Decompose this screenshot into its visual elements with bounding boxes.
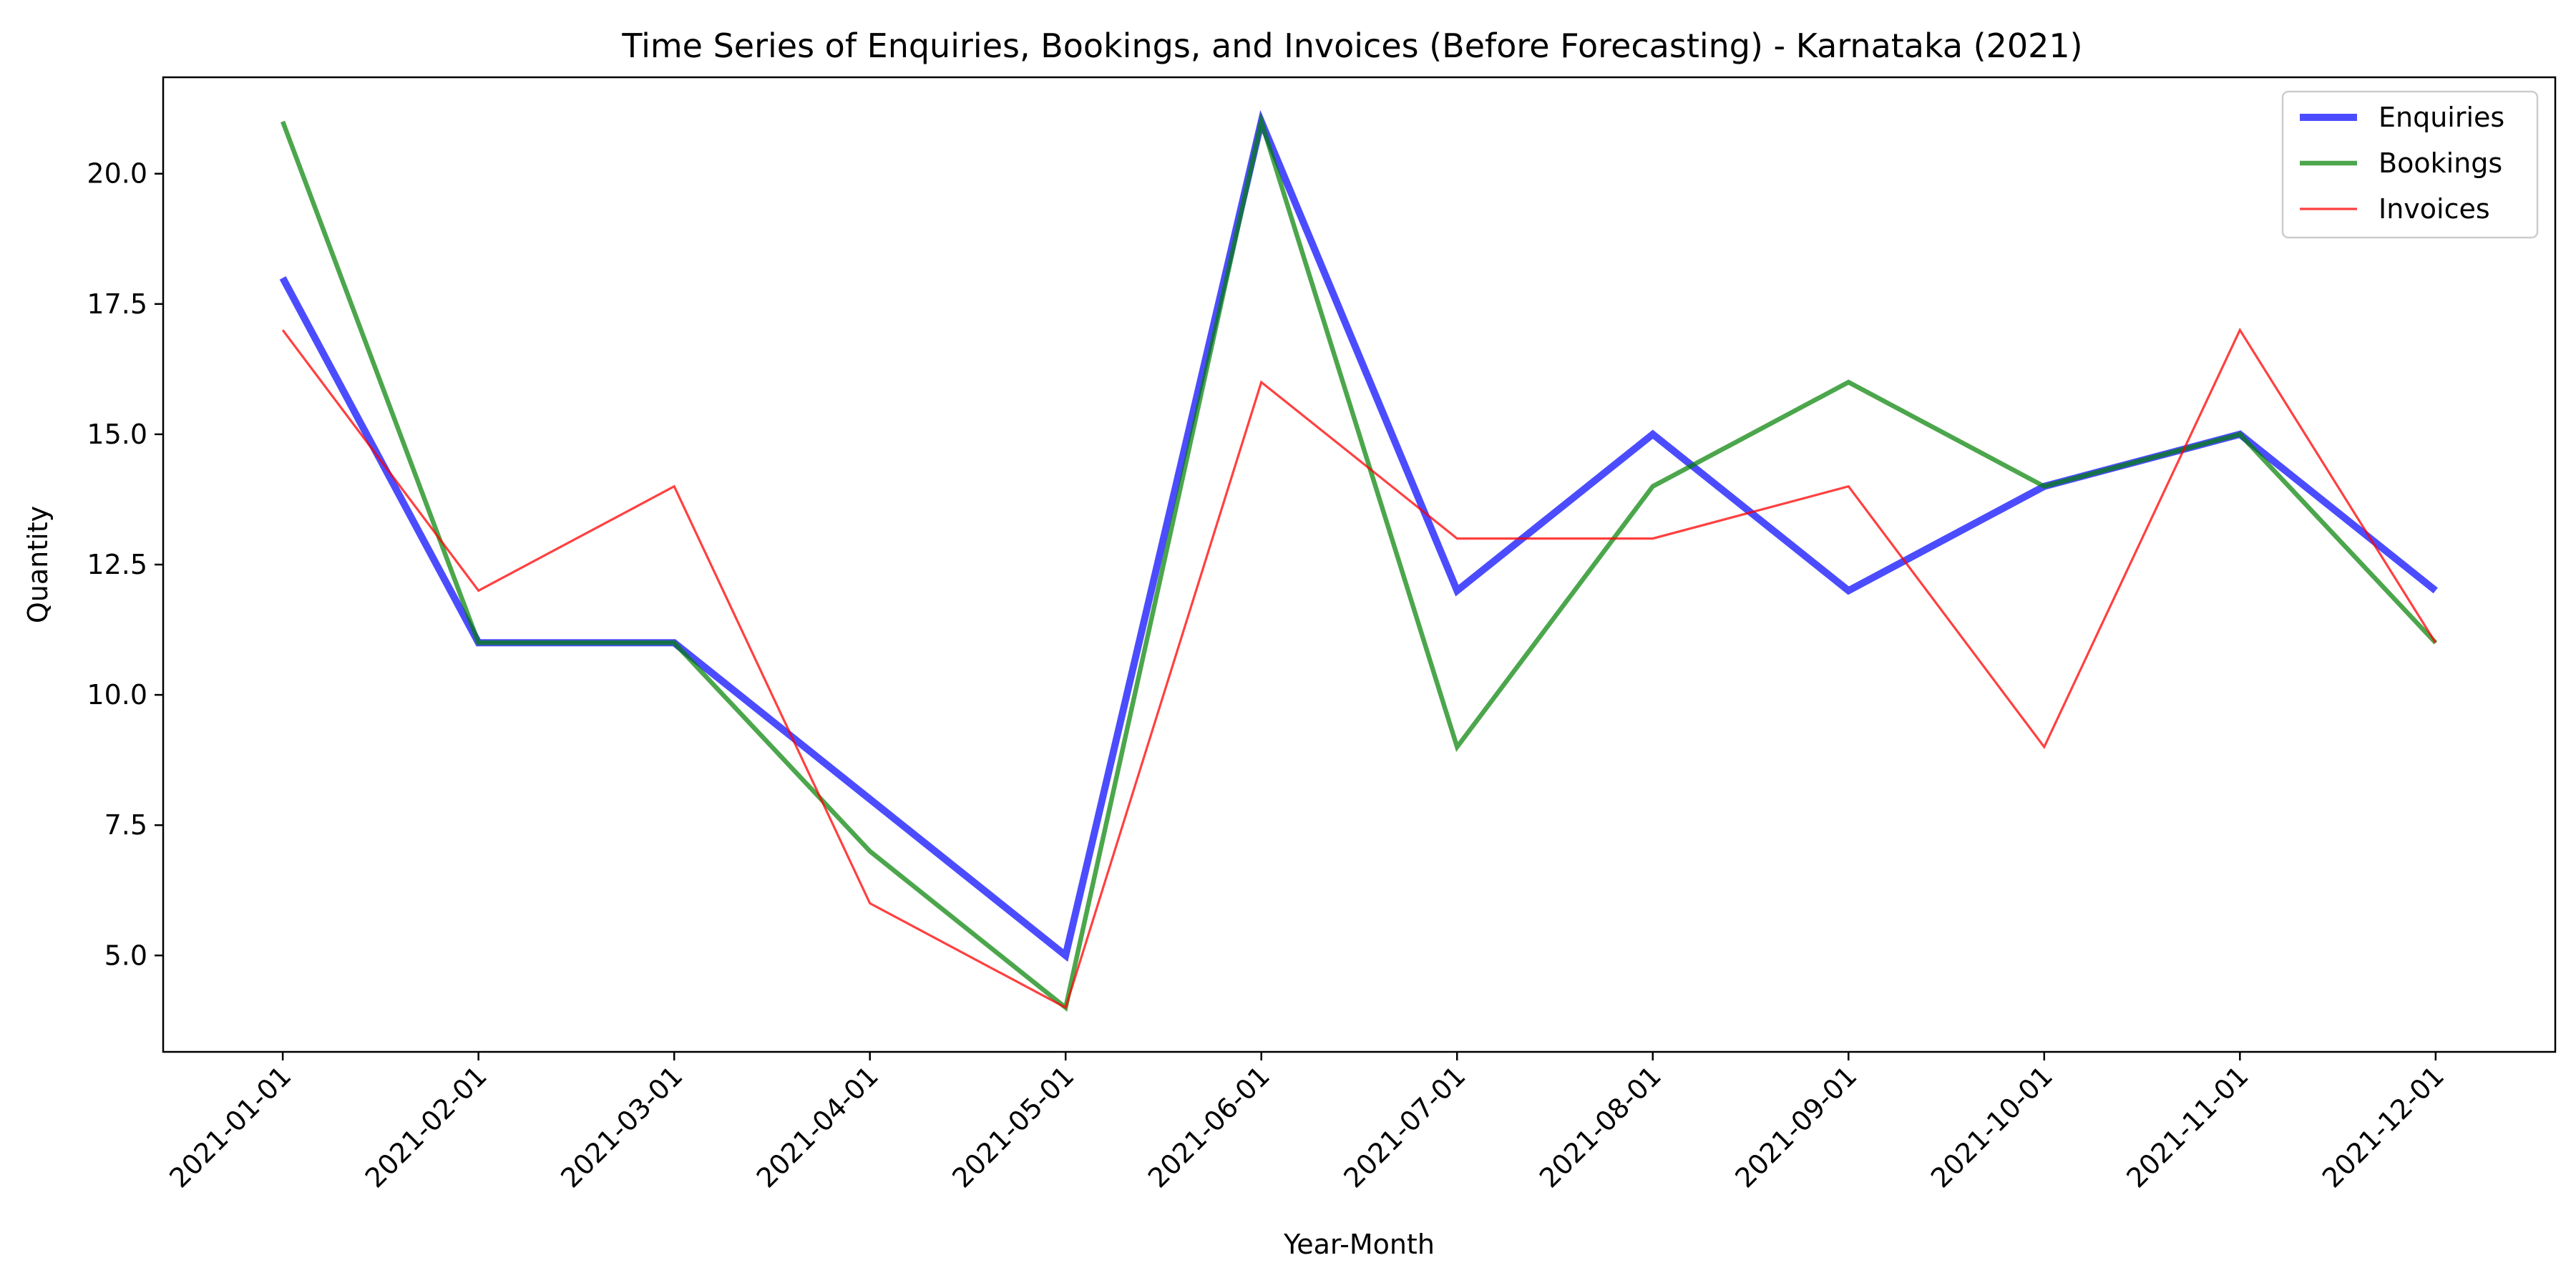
y-tick-label: 7.5 [104,809,147,841]
legend-box [2281,90,2539,239]
series-line-bookings [280,112,2438,1012]
y-tick-label: 12.5 [87,549,147,580]
y-axis-label: Quantity [22,506,54,623]
legend-label-bookings: Bookings [2379,147,2502,179]
series-line-invoices [281,327,2437,1010]
x-axis-label: Year-Month [1283,1229,1435,1260]
plot-frame [162,76,2557,1053]
legend: Enquiries Bookings Invoices [2281,90,2539,239]
y-tick-label: 20.0 [87,158,147,190]
chart-title: Time Series of Enquiries, Bookings, and … [621,26,2082,65]
y-tick-label: 17.5 [87,288,147,320]
series-lines [279,109,2438,1012]
y-tick-label: 5.0 [104,940,147,971]
legend-label-enquiries: Enquiries [2379,102,2504,133]
y-tick-label: 15.0 [87,419,147,450]
y-tick-label: 10.0 [87,679,147,711]
y-axis: 5.0 7.5 10.0 12.5 15.0 17.5 20.0 [87,158,163,971]
legend-label-invoices: Invoices [2379,193,2490,225]
